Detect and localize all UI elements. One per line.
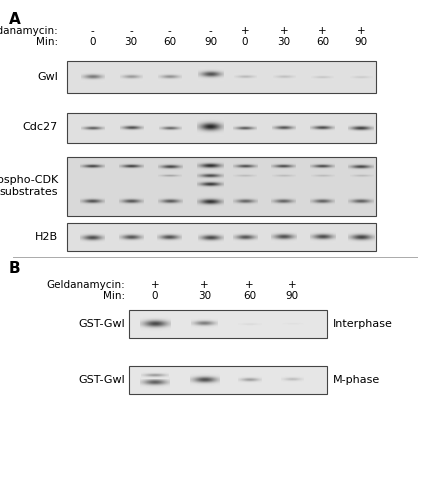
Text: 0: 0: [151, 291, 158, 301]
Text: 90: 90: [286, 291, 299, 301]
Text: -: -: [91, 26, 94, 36]
Text: 30: 30: [125, 37, 138, 47]
Text: 30: 30: [198, 291, 211, 301]
Bar: [67, 61, 376, 92]
Text: +: +: [280, 26, 288, 36]
Text: H2B: H2B: [35, 232, 58, 241]
Bar: [67, 224, 376, 251]
Text: +: +: [245, 280, 254, 290]
Text: Gwl: Gwl: [37, 72, 58, 83]
Text: 0: 0: [242, 37, 249, 47]
Bar: [67, 157, 376, 216]
Text: Min:: Min:: [103, 291, 125, 301]
Text: +: +: [288, 280, 297, 290]
Text: Geldanamycin:: Geldanamycin:: [46, 280, 125, 290]
Text: -: -: [168, 26, 172, 36]
Text: +: +: [318, 26, 327, 36]
Text: Cdc27: Cdc27: [23, 122, 58, 132]
Text: 60: 60: [243, 291, 256, 301]
Text: Interphase: Interphase: [333, 319, 393, 329]
Text: B: B: [9, 261, 20, 276]
Bar: [129, 366, 327, 394]
Text: GST-Gwl: GST-Gwl: [78, 375, 125, 385]
Text: A: A: [9, 12, 20, 28]
Text: +: +: [200, 280, 209, 290]
Text: 0: 0: [89, 37, 96, 47]
Text: GST-Gwl: GST-Gwl: [78, 319, 125, 329]
Text: -: -: [209, 26, 212, 36]
Text: +: +: [357, 26, 366, 36]
Bar: [129, 310, 327, 338]
Text: 30: 30: [277, 37, 290, 47]
Text: phospho-CDK
substrates: phospho-CDK substrates: [0, 175, 58, 197]
Text: +: +: [241, 26, 249, 36]
Text: 90: 90: [355, 37, 368, 47]
Text: 60: 60: [316, 37, 329, 47]
Text: Min:: Min:: [36, 37, 58, 47]
Bar: [67, 113, 376, 143]
Text: M-phase: M-phase: [333, 375, 381, 385]
Text: -: -: [129, 26, 133, 36]
Text: 60: 60: [163, 37, 176, 47]
Text: 90: 90: [204, 37, 217, 47]
Text: +: +: [150, 280, 159, 290]
Text: Geldanamycin:: Geldanamycin:: [0, 26, 58, 36]
